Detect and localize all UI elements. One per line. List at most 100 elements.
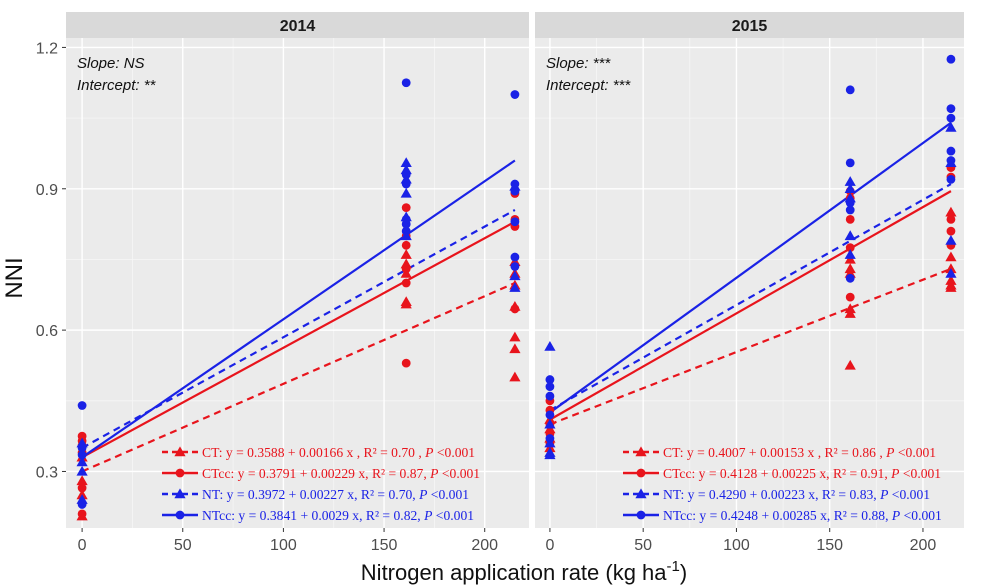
data-point bbox=[845, 273, 855, 283]
data-point bbox=[77, 483, 87, 493]
data-point bbox=[845, 214, 855, 224]
legend-label: NT: y = 0.4290 + 0.00223 x, R² = 0.83, P… bbox=[663, 487, 930, 502]
legend-key-marker bbox=[635, 488, 647, 499]
data-point bbox=[945, 251, 957, 262]
data-point bbox=[845, 292, 855, 302]
y-tick-label: 0.6 bbox=[36, 323, 58, 340]
data-point bbox=[510, 179, 520, 189]
data-point bbox=[946, 156, 956, 165]
y-axis-label: NNI bbox=[1, 257, 28, 298]
data-point bbox=[509, 343, 521, 354]
x-axis-label-superscript: -1 bbox=[667, 558, 680, 575]
data-point bbox=[76, 456, 88, 467]
data-point bbox=[946, 146, 956, 156]
legend-label: CTcc: y = 0.4128 + 0.00225 x, R² = 0.91,… bbox=[663, 466, 941, 481]
x-tick-label: 50 bbox=[634, 537, 652, 554]
data-point bbox=[77, 450, 87, 460]
data-point bbox=[510, 304, 520, 314]
significance-note: Slope: NS bbox=[77, 55, 145, 72]
x-tick-label: 200 bbox=[910, 537, 937, 554]
panel-2014: 2014 0 50 100 150 200 Slope: NS Intercept: ** CT… bbox=[66, 12, 529, 554]
data-point bbox=[400, 157, 412, 168]
data-point bbox=[544, 418, 556, 429]
regression-line bbox=[81, 281, 516, 473]
data-point bbox=[76, 475, 88, 486]
x-axis-label: Nitrogen application rate (kg ha-1) bbox=[361, 558, 687, 585]
x-tick-label: 0 bbox=[78, 537, 87, 554]
facet-strip bbox=[66, 12, 529, 38]
data-point bbox=[510, 252, 520, 262]
data-point bbox=[545, 434, 555, 443]
regression-line bbox=[549, 183, 952, 412]
legend-label: CT: y = 0.4007 + 0.00153 x , R² = 0.86 ,… bbox=[663, 445, 936, 460]
data-point bbox=[510, 90, 520, 99]
regression-line bbox=[549, 190, 952, 421]
data-point bbox=[544, 341, 556, 351]
data-point bbox=[946, 214, 956, 224]
data-point bbox=[844, 263, 856, 274]
legend-key-marker bbox=[636, 468, 646, 478]
significance-note: Slope: *** bbox=[546, 55, 611, 72]
data-point bbox=[946, 174, 956, 184]
regression-line bbox=[81, 220, 516, 459]
x-tick-label: 50 bbox=[174, 537, 192, 554]
data-point bbox=[401, 278, 411, 288]
legend-label: NTcc: y = 0.3841 + 0.0029 x, R² = 0.82, … bbox=[202, 508, 474, 523]
data-point bbox=[400, 249, 412, 259]
data-point bbox=[401, 170, 411, 180]
x-axis-label-main: Nitrogen application rate (kg ha bbox=[361, 560, 667, 585]
legend-label: NT: y = 0.3972 + 0.00227 x, R² = 0.70, P… bbox=[202, 487, 469, 502]
legend-key-marker bbox=[635, 446, 647, 457]
data-point bbox=[509, 282, 521, 292]
legend-key-marker bbox=[175, 468, 185, 478]
data-point bbox=[77, 443, 87, 453]
data-point bbox=[945, 267, 957, 278]
x-tick-label: 150 bbox=[816, 537, 843, 554]
data-point bbox=[946, 104, 956, 114]
regression-line bbox=[81, 159, 516, 459]
data-point bbox=[945, 206, 957, 217]
data-point bbox=[945, 121, 957, 132]
facet-title: 2015 bbox=[732, 18, 768, 35]
data-point bbox=[545, 391, 555, 401]
data-point bbox=[844, 183, 856, 193]
x-tick-label: 100 bbox=[723, 537, 750, 554]
x-tick-label: 100 bbox=[270, 537, 297, 554]
data-point bbox=[77, 401, 87, 410]
data-point bbox=[945, 234, 957, 245]
data-point bbox=[946, 226, 956, 236]
data-point bbox=[946, 54, 956, 64]
regression-line bbox=[549, 121, 952, 414]
data-point bbox=[510, 186, 520, 196]
x-tick-label: 0 bbox=[545, 537, 554, 554]
data-point bbox=[401, 214, 411, 224]
data-point bbox=[401, 226, 411, 236]
data-point bbox=[845, 205, 855, 215]
y-tick-label: 0.9 bbox=[36, 182, 58, 199]
x-tick-label: 200 bbox=[471, 537, 498, 554]
data-point bbox=[845, 85, 855, 95]
data-point bbox=[509, 331, 521, 342]
data-point bbox=[77, 500, 87, 509]
data-point bbox=[844, 359, 856, 370]
data-point bbox=[509, 371, 521, 382]
data-point bbox=[545, 375, 555, 384]
data-point bbox=[509, 270, 521, 281]
significance-note: Intercept: *** bbox=[546, 77, 631, 94]
x-axis-label-end: ) bbox=[680, 560, 687, 585]
data-point bbox=[76, 465, 88, 476]
legend-key-marker bbox=[174, 488, 186, 499]
panel-background bbox=[66, 38, 529, 528]
legend-label: CT: y = 0.3588 + 0.00166 x , R² = 0.70 ,… bbox=[202, 445, 475, 460]
data-point bbox=[545, 382, 555, 392]
data-point bbox=[845, 243, 855, 253]
data-point bbox=[401, 179, 411, 189]
legend-label: NTcc: y = 0.4248 + 0.00285 x, R² = 0.88,… bbox=[663, 508, 942, 523]
data-point bbox=[845, 198, 855, 208]
facet-title: 2014 bbox=[280, 18, 316, 35]
data-point bbox=[77, 431, 87, 441]
regression-line bbox=[81, 209, 516, 449]
facet-strip bbox=[535, 12, 964, 38]
data-point bbox=[400, 296, 412, 307]
legend-key-marker bbox=[174, 446, 186, 457]
